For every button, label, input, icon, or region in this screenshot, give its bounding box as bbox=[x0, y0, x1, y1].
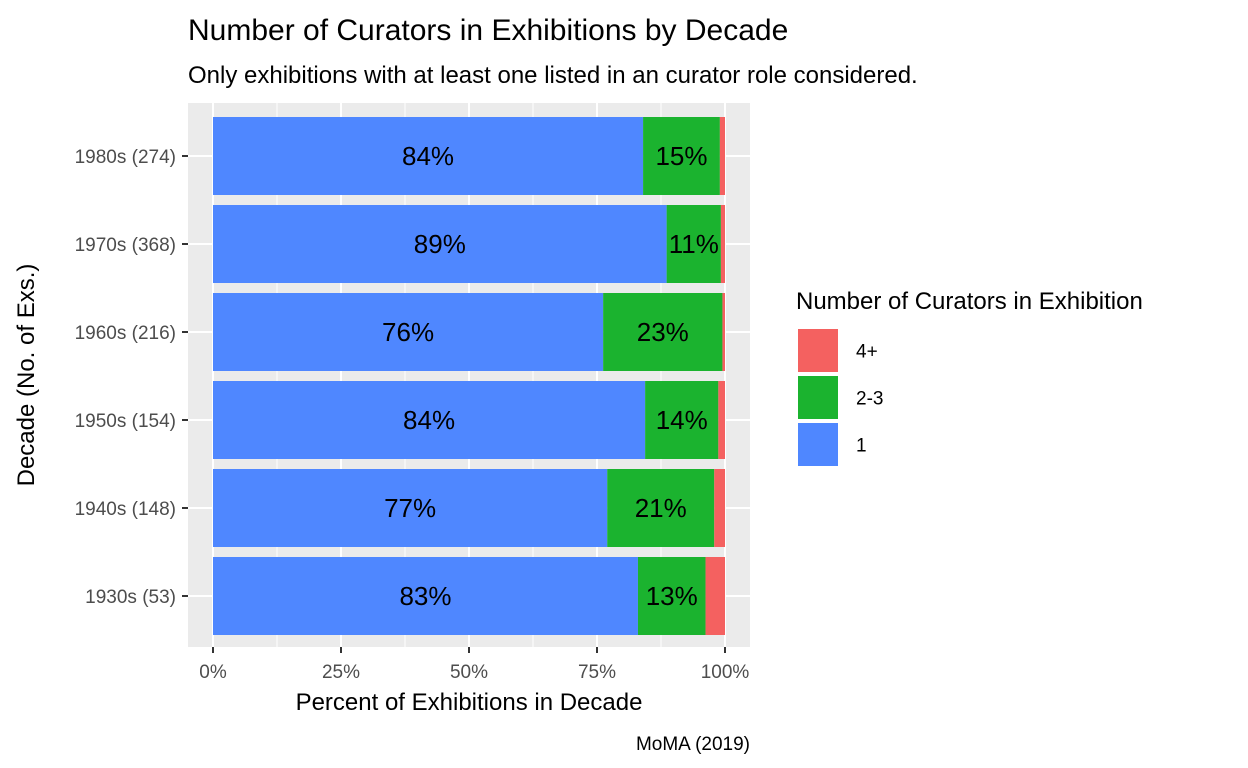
bar-23-2 bbox=[666, 205, 721, 283]
data-label: 76% bbox=[382, 317, 434, 347]
data-label: 23% bbox=[637, 317, 689, 347]
x-tick-label: 100% bbox=[701, 662, 750, 683]
data-label: 21% bbox=[635, 493, 687, 523]
y-axis-title: Decade (No. of Exs.) bbox=[13, 264, 40, 487]
data-label: 14% bbox=[656, 405, 708, 435]
plot-panel: 84% 15% 89% 11% 76% 23% 84% 14% 77% 21% 83% 13% bbox=[188, 103, 750, 647]
data-label: 89% bbox=[414, 229, 466, 259]
legend-key-23 bbox=[796, 374, 840, 421]
legend: Number of Curators in Exhibition 4+ 2-3 1 bbox=[796, 288, 1143, 468]
bar-23-3 bbox=[603, 293, 723, 371]
x-tick-label: 50% bbox=[450, 662, 488, 683]
bar-23-4 bbox=[645, 381, 719, 459]
bar-4-2 bbox=[720, 205, 725, 283]
y-tick-label: 1940s (148) bbox=[75, 499, 176, 520]
data-label: 84% bbox=[402, 141, 454, 171]
caption: MoMA (2019) bbox=[636, 734, 750, 755]
data-label: 83% bbox=[399, 581, 451, 611]
bar-23-6 bbox=[637, 557, 706, 635]
bar-1-4 bbox=[213, 381, 646, 459]
bar-4-4 bbox=[718, 381, 725, 459]
data-label: 13% bbox=[646, 581, 698, 611]
data-label: 77% bbox=[384, 493, 436, 523]
bar-1-5 bbox=[213, 469, 608, 547]
y-tick-label: 1970s (368) bbox=[75, 235, 176, 256]
data-label: 11% bbox=[669, 229, 719, 259]
legend-key-1 bbox=[796, 421, 840, 468]
y-tick-label: 1980s (274) bbox=[75, 147, 176, 168]
data-label: 15% bbox=[655, 141, 707, 171]
legend-label: 2-3 bbox=[856, 389, 883, 410]
bar-23-1 bbox=[643, 117, 720, 195]
y-tick-label: 1960s (216) bbox=[75, 323, 176, 344]
y-tick-label: 1950s (154) bbox=[75, 411, 176, 432]
data-label: 84% bbox=[403, 405, 455, 435]
bar-1-3 bbox=[213, 293, 604, 371]
legend-title: Number of Curators in Exhibition bbox=[796, 288, 1143, 315]
bar-4-5 bbox=[714, 469, 725, 547]
legend-label: 1 bbox=[856, 436, 867, 457]
x-tick-label: 75% bbox=[578, 662, 616, 683]
legend-key-4 bbox=[796, 327, 840, 374]
bar-1-2 bbox=[213, 205, 667, 283]
x-axis: 0% 25% 50% 75% 100% bbox=[199, 647, 749, 683]
x-tick-label: 0% bbox=[199, 662, 227, 683]
chart-subtitle: Only exhibitions with at least one liste… bbox=[188, 62, 918, 89]
bar-4-3 bbox=[722, 293, 725, 371]
bar-1-6 bbox=[213, 557, 638, 635]
data-labels: 84% 15% 89% 11% 76% 23% 84% 14% 77% 21% 83% 13% bbox=[382, 141, 719, 611]
bars bbox=[213, 117, 725, 635]
bar-23-5 bbox=[607, 469, 715, 547]
bar-4-1 bbox=[719, 117, 725, 195]
y-axis: 1980s (274) 1970s (368) 1960s (216) 1950s (… bbox=[75, 147, 188, 608]
bar-1-1 bbox=[213, 117, 644, 195]
bar-4-6 bbox=[705, 557, 725, 635]
x-tick-label: 25% bbox=[322, 662, 360, 683]
chart-title: Number of Curators in Exhibitions by Dec… bbox=[188, 14, 788, 47]
y-tick-label: 1930s (53) bbox=[85, 587, 176, 608]
x-axis-title: Percent of Exhibitions in Decade bbox=[296, 689, 643, 716]
legend-label: 4+ bbox=[856, 342, 878, 363]
